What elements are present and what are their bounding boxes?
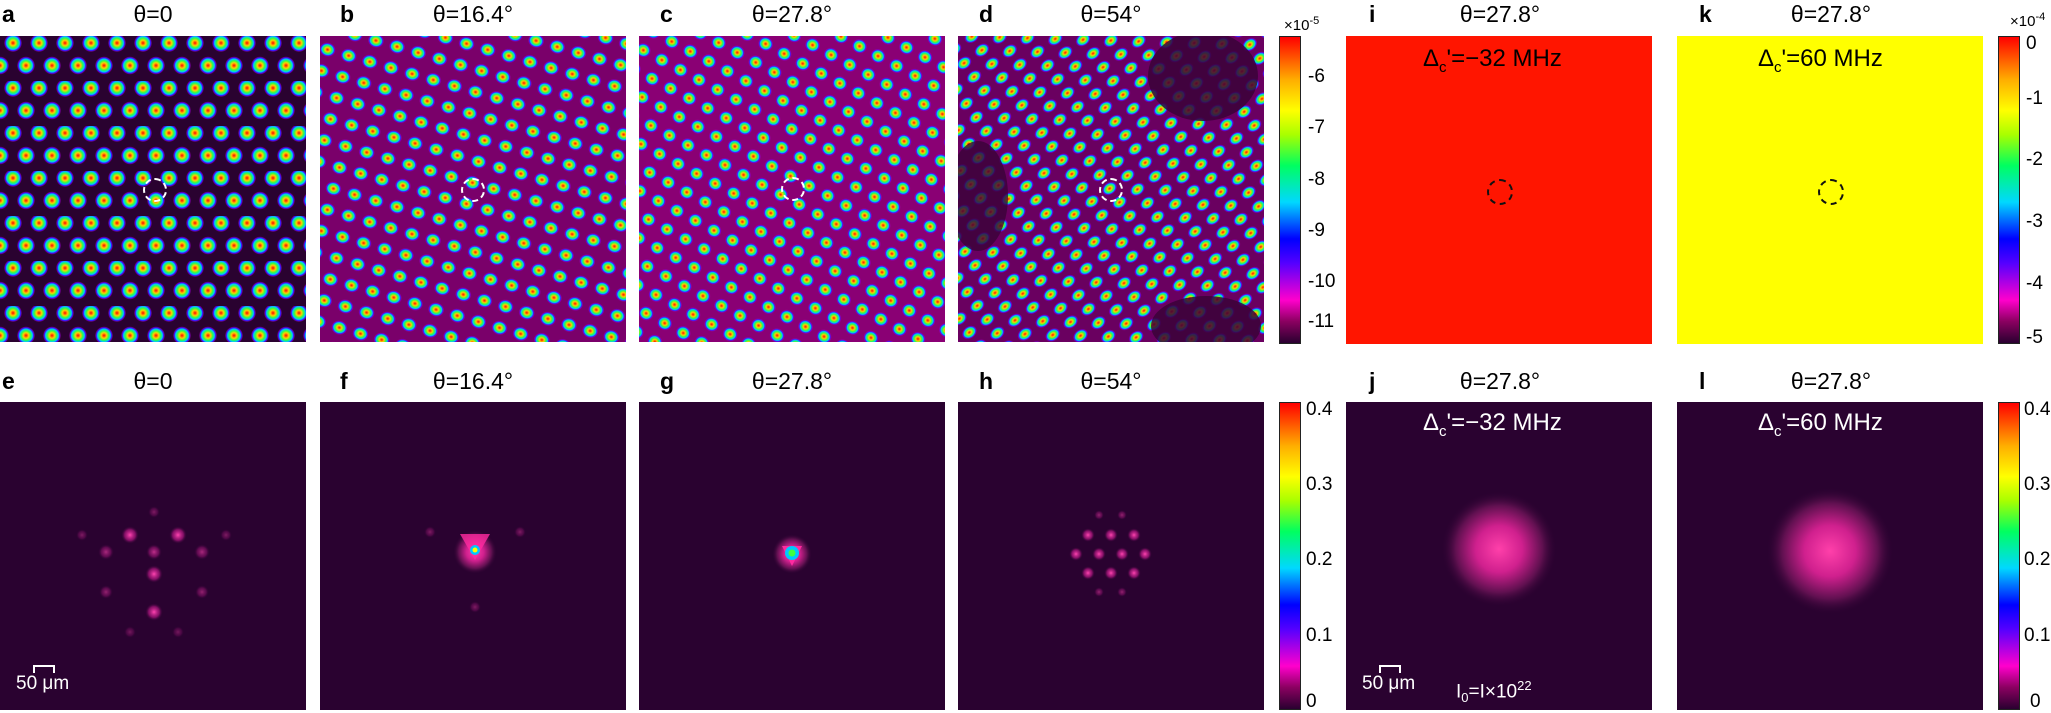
detuning-label-i: Δc'=−32 MHz <box>1423 45 1562 76</box>
colorbar-tick: 0.1 <box>2024 625 2051 646</box>
colorbar-tick: -4 <box>2026 273 2043 294</box>
colorbar-tick: -6 <box>1308 66 1325 87</box>
colorbar-tick: 0.3 <box>1306 474 1333 495</box>
colorbar-tick: 0.2 <box>1306 549 1333 570</box>
colorbar-bottom-left <box>1279 402 1301 710</box>
marker-circle-b <box>461 178 485 202</box>
panel-label-e: e <box>2 368 15 394</box>
panel-label-j: j <box>1369 368 1376 394</box>
panel-title-g: θ=27.8° <box>751 368 833 394</box>
intensity-image-j <box>1441 491 1557 607</box>
intensity-image-f <box>424 526 526 613</box>
panel-title-j: θ=27.8° <box>1459 368 1541 394</box>
panel-title-e: θ=0 <box>133 368 173 394</box>
colorbar-tick: -3 <box>2026 211 2043 232</box>
colorbar-tick: 0.4 <box>2024 399 2051 420</box>
panel-title-c: θ=27.8° <box>751 1 833 27</box>
colorbar-tick: -2 <box>2026 149 2043 170</box>
colorbar-exponent-top-left: ×10-5 <box>1284 15 1320 34</box>
panel-label-a: a <box>2 1 15 27</box>
marker-circle-k <box>1818 179 1844 205</box>
colorbar-tick: -1 <box>2026 88 2043 109</box>
detuning-label-l: Δc'=60 MHz <box>1758 409 1883 440</box>
panel-title-d: θ=54° <box>1080 1 1142 27</box>
pattern-panel-d <box>958 36 1264 342</box>
intensity-label-j: I0=I×1022 <box>1456 678 1532 706</box>
colorbar-exponent-top-right: ×10-4 <box>2010 11 2046 30</box>
colorbar-tick: -8 <box>1308 169 1325 190</box>
panel-title-a: θ=0 <box>133 1 173 27</box>
intensity-image-g <box>772 534 812 574</box>
panel-label-d: d <box>979 1 994 27</box>
marker-circle-a <box>143 178 167 202</box>
intensity-panel-h <box>958 402 1264 710</box>
panel-title-i: θ=27.8° <box>1459 1 1541 27</box>
uniform-panel-i: Δc'=−32 MHz <box>1346 36 1652 344</box>
panel-label-b: b <box>340 1 355 27</box>
detuning-label-k: Δc'=60 MHz <box>1758 45 1883 76</box>
intensity-panel-e: 50 μm <box>0 402 306 710</box>
panel-title-b: θ=16.4° <box>432 1 514 27</box>
panel-label-h: h <box>979 368 994 394</box>
panel-title-k: θ=27.8° <box>1790 1 1872 27</box>
pattern-image-d <box>958 36 1264 342</box>
scale-label-j: 50 μm <box>1362 673 1416 694</box>
intensity-image-h <box>1069 510 1152 597</box>
intensity-image-e <box>76 506 232 638</box>
scale-label-e: 50 μm <box>16 673 70 694</box>
colorbar-tick: -7 <box>1308 117 1325 138</box>
panel-title-l: θ=27.8° <box>1790 368 1872 394</box>
panel-title-h: θ=54° <box>1080 368 1142 394</box>
colorbar-top-right <box>1998 36 2020 344</box>
intensity-panel-j: Δc'=−32 MHz 50 μm I0=I×1022 <box>1346 402 1652 710</box>
colorbar-tick: -10 <box>1308 271 1336 292</box>
scale-bar-e <box>33 665 55 673</box>
panel-label-c: c <box>660 1 673 27</box>
colorbar-tick: 0.3 <box>2024 474 2051 495</box>
colorbar-tick: 0.2 <box>2024 549 2051 570</box>
marker-circle-d <box>1099 178 1123 202</box>
scale-bar-j <box>1379 665 1401 673</box>
colorbar-tick: -9 <box>1308 220 1325 241</box>
panel-label-g: g <box>660 368 675 394</box>
colorbar-tick: 0 <box>2030 691 2041 712</box>
colorbar-tick: -5 <box>2026 327 2043 348</box>
marker-circle-i <box>1487 179 1513 205</box>
intensity-panel-l: Δc'=60 MHz <box>1677 402 1983 710</box>
intensity-panel-f <box>320 402 626 710</box>
intensity-panel-g <box>639 402 945 710</box>
colorbar-tick: 0.1 <box>1306 625 1333 646</box>
panel-title-f: θ=16.4° <box>432 368 514 394</box>
intensity-image-l <box>1766 487 1894 615</box>
colorbar-tick: 0.4 <box>1306 399 1333 420</box>
detuning-label-j: Δc'=−32 MHz <box>1423 409 1562 440</box>
panel-label-k: k <box>1699 1 1712 27</box>
panel-label-l: l <box>1699 368 1706 394</box>
uniform-panel-k: Δc'=60 MHz <box>1677 36 1983 344</box>
colorbar-tick: 0 <box>1306 691 1317 712</box>
colorbar-tick: -11 <box>1308 311 1335 332</box>
colorbar-top-left <box>1279 36 1301 344</box>
colorbar-tick: 0 <box>2026 33 2037 54</box>
panel-label-i: i <box>1369 1 1376 27</box>
panel-label-f: f <box>340 368 348 394</box>
colorbar-bottom-right <box>1998 402 2020 710</box>
marker-circle-c <box>781 177 805 201</box>
